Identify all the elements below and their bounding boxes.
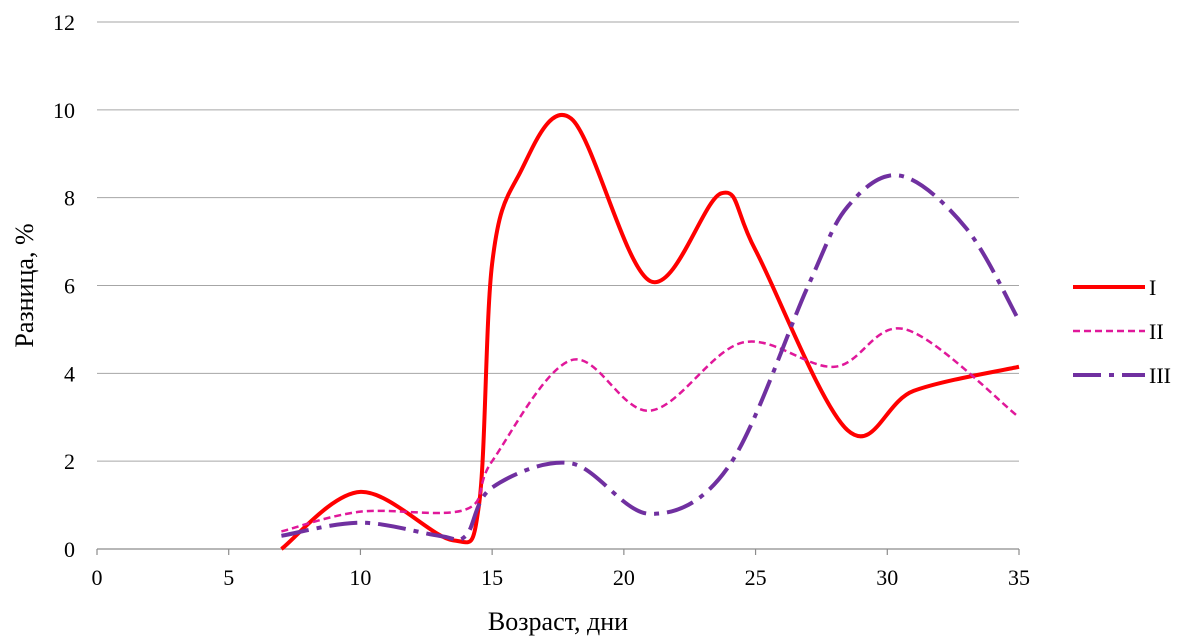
series-line-II (281, 327, 1020, 533)
y-tick-label: 4 (64, 361, 75, 386)
series-line-I (280, 113, 1020, 551)
x-axis-title: Возраст, дни (488, 607, 628, 636)
x-tick-label: 35 (1008, 565, 1030, 590)
x-tick-label: 25 (745, 565, 767, 590)
legend-label: I (1149, 275, 1156, 300)
y-tick-label: 12 (53, 10, 75, 35)
x-tick-label: 20 (613, 565, 635, 590)
x-tick-label: 0 (92, 565, 103, 590)
y-tick-label: 10 (53, 98, 75, 123)
y-tick-label: 2 (64, 449, 75, 474)
y-axis-title: Разница, % (10, 223, 39, 347)
y-tick-label: 6 (64, 274, 75, 299)
x-tick-label: 30 (876, 565, 898, 590)
x-tick-label: 10 (349, 565, 371, 590)
x-tick-label: 5 (223, 565, 234, 590)
legend-label: III (1149, 363, 1171, 388)
y-tick-label: 8 (64, 186, 75, 211)
grid-lines (97, 21, 1019, 550)
legend-label: II (1149, 319, 1164, 344)
series-line-III (281, 173, 1021, 542)
series-lines (280, 113, 1021, 551)
x-axis-ticks: 0 5 10 15 20 25 30 35 (92, 549, 1030, 590)
x-tick-label: 15 (481, 565, 503, 590)
y-axis-ticks: 0 2 4 6 8 10 12 (53, 10, 75, 562)
y-tick-label: 0 (64, 537, 75, 562)
